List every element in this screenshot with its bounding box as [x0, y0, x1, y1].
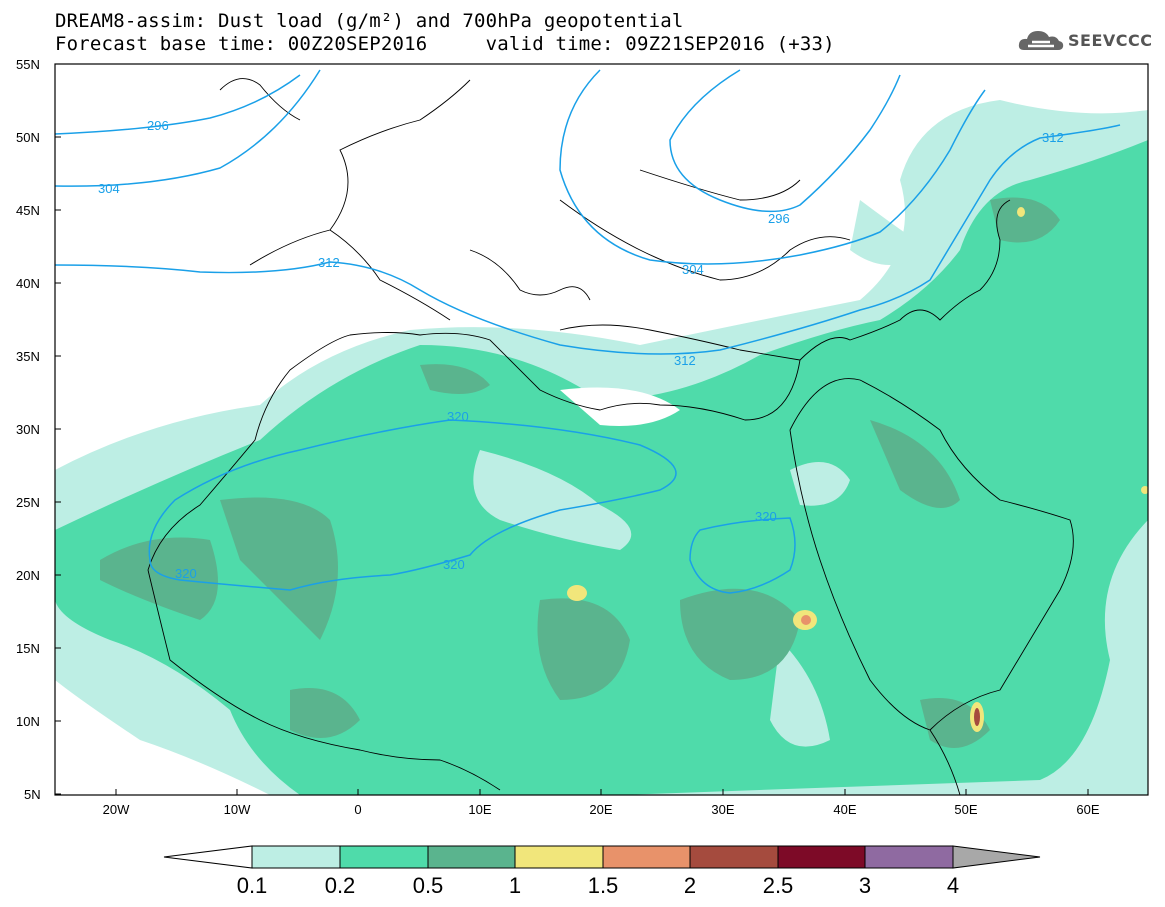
dust-band-1: [567, 585, 587, 601]
lon-label: 10E: [468, 802, 491, 817]
lon-label: 50E: [954, 802, 977, 817]
contour-312: [55, 124, 1121, 355]
cloud-logo-icon: [1018, 31, 1064, 50]
dust-band-0.5: [220, 497, 338, 640]
lat-label: 20N: [16, 568, 40, 583]
lat-label: 50N: [16, 130, 40, 145]
contour-304-east: [559, 69, 986, 265]
logo-text: SEEVCCC: [1068, 30, 1153, 50]
dust-band-0.5: [870, 420, 960, 508]
contour-296-west: [55, 74, 301, 135]
colorbar-swatch-1.5-2: [602, 845, 691, 869]
colorbar-label: 0.1: [237, 873, 268, 898]
contour-label: 320: [447, 409, 469, 424]
dust-hole: [790, 462, 850, 506]
lon-label: 30E: [711, 802, 734, 817]
colorbar-swatch-2.5-3: [777, 845, 866, 869]
colorbar-labels: 0.1 0.2 0.5 1 1.5 2 2.5 3 4: [237, 873, 959, 898]
lon-label: 0: [354, 802, 361, 817]
contour-320-east: [689, 517, 796, 594]
coastlines: [147, 78, 1074, 795]
contour-296-east: [669, 69, 901, 213]
dust-hole: [473, 450, 632, 550]
lon-label: 20W: [103, 802, 130, 817]
contour-304-west: [55, 69, 321, 187]
dust-band-1: [1141, 486, 1148, 494]
contour-label: 320: [755, 509, 777, 524]
contour-label: 320: [443, 557, 465, 572]
latitude-axis: 55N 50N 45N 40N 35N 30N 25N 20N 15N 10N …: [16, 57, 61, 802]
dust-band-1.5: [801, 615, 811, 625]
colorbar-swatch-0.5-1: [427, 845, 516, 869]
lat-label: 40N: [16, 276, 40, 291]
lon-label: 60E: [1076, 802, 1099, 817]
colorbar-label: 2: [684, 873, 696, 898]
contour-label: 304: [682, 262, 704, 277]
lat-label: 35N: [16, 349, 40, 364]
lat-label: 10N: [16, 714, 40, 729]
contour-label: 296: [768, 211, 790, 226]
lat-label: 45N: [16, 203, 40, 218]
colorbar: [163, 845, 1041, 869]
colorbar-right-arrow: [952, 845, 1041, 869]
dust-hole: [850, 200, 930, 265]
colorbar-label: 1: [509, 873, 521, 898]
geopotential-contours: [55, 69, 1121, 594]
colorbar-swatch-3-4: [864, 845, 954, 869]
dust-band-0.5: [420, 364, 490, 394]
contour-label: 304: [98, 181, 120, 196]
lat-label: 25N: [16, 495, 40, 510]
lon-label: 20E: [589, 802, 612, 817]
colorbar-left-arrow: [163, 845, 253, 869]
dust-band-0.5: [100, 537, 218, 620]
lat-label: 55N: [16, 57, 40, 72]
colorbar-swatch-2-2.5: [689, 845, 779, 869]
contour-label: 296: [147, 118, 169, 133]
dust-band-1: [1017, 207, 1025, 217]
colorbar-label: 3: [859, 873, 871, 898]
lon-label: 40E: [833, 802, 856, 817]
colorbar-label: 0.5: [413, 873, 444, 898]
contour-label-group: 296 304 312 296 304 312 312 320 320 320 …: [98, 118, 1064, 581]
dust-band-0.5: [680, 588, 800, 680]
colorbar-label: 4: [947, 873, 959, 898]
dust-band-0.5: [990, 197, 1060, 243]
colorbar-swatch-0.2-0.5: [339, 845, 429, 869]
colorbar-label: 2.5: [763, 873, 794, 898]
colorbar-swatch-0.1-0.2: [251, 845, 341, 869]
lon-label: 10W: [224, 802, 251, 817]
colorbar-label: 0.2: [325, 873, 356, 898]
dust-band-0.2: [55, 140, 1148, 795]
dust-hole: [770, 640, 830, 747]
colorbar-label: 1.5: [588, 873, 619, 898]
dust-load-field: [55, 100, 1148, 795]
contour-label: 312: [674, 353, 696, 368]
contour-label: 320: [175, 566, 197, 581]
contour-label: 312: [318, 255, 340, 270]
dust-band-0.5: [290, 688, 360, 738]
forecast-time-subtitle: Forecast base time: 00Z20SEP2016 valid t…: [55, 33, 835, 55]
lat-label: 15N: [16, 641, 40, 656]
lat-label: 5N: [24, 787, 41, 802]
lat-label: 30N: [16, 422, 40, 437]
seevccc-logo: SEEVCCC: [1018, 26, 1153, 54]
contour-320-west: [148, 419, 677, 591]
dust-hole: [560, 387, 680, 426]
map-title: DREAM8-assim: Dust load (g/m²) and 700hP…: [55, 10, 684, 32]
longitude-axis: 20W 10W 0 10E 20E 30E 40E 50E 60E: [103, 789, 1100, 817]
dust-band-0.5: [537, 598, 630, 700]
dust-band-2: [974, 708, 980, 726]
contour-label: 312: [1042, 130, 1064, 145]
colorbar-swatch-1-1.5: [514, 845, 604, 869]
